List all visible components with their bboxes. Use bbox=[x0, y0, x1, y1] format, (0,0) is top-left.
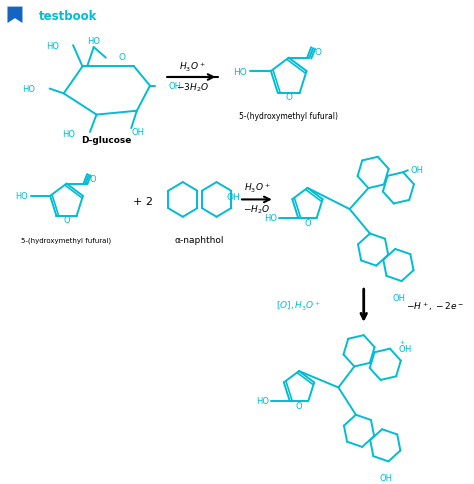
Text: OH: OH bbox=[169, 82, 182, 91]
Text: OH: OH bbox=[226, 193, 240, 202]
Text: O: O bbox=[118, 53, 125, 62]
Text: $\overset{+}{\mathrm{O}}$H: $\overset{+}{\mathrm{O}}$H bbox=[399, 338, 412, 354]
Text: HO: HO bbox=[23, 85, 36, 94]
Text: D-glucose: D-glucose bbox=[81, 136, 131, 145]
Text: HO: HO bbox=[233, 67, 246, 76]
Text: O: O bbox=[296, 401, 302, 410]
Text: HO: HO bbox=[87, 37, 100, 46]
Text: O: O bbox=[314, 48, 321, 57]
Text: OH: OH bbox=[392, 293, 405, 302]
Text: HO: HO bbox=[46, 42, 59, 50]
Text: O: O bbox=[90, 174, 96, 183]
Text: α-naphthol: α-naphthol bbox=[175, 236, 224, 245]
Text: HO: HO bbox=[264, 213, 277, 223]
Text: OH: OH bbox=[379, 473, 392, 482]
Text: $H_3O^+$: $H_3O^+$ bbox=[179, 60, 205, 74]
Text: HO: HO bbox=[15, 192, 27, 201]
Text: OH: OH bbox=[410, 166, 424, 174]
Text: HO: HO bbox=[256, 396, 269, 406]
Text: 5-(hydroxymethyl fufural): 5-(hydroxymethyl fufural) bbox=[239, 112, 338, 121]
Text: 5-(hydroxymethyl fufural): 5-(hydroxymethyl fufural) bbox=[21, 237, 111, 243]
Text: $-3H_2O$: $-3H_2O$ bbox=[176, 81, 209, 94]
Text: $[O], H_3O^+$: $[O], H_3O^+$ bbox=[276, 299, 321, 313]
Text: HO: HO bbox=[62, 130, 75, 139]
Text: testbook: testbook bbox=[39, 10, 98, 23]
Text: O: O bbox=[63, 215, 70, 224]
Text: OH: OH bbox=[131, 128, 144, 137]
Text: O: O bbox=[304, 218, 311, 227]
Polygon shape bbox=[8, 8, 22, 24]
Text: $H_3O^+$: $H_3O^+$ bbox=[244, 182, 270, 195]
Text: + 2: + 2 bbox=[133, 197, 154, 207]
Text: $-H^+,-2e^-$: $-H^+,-2e^-$ bbox=[406, 300, 464, 312]
Text: O: O bbox=[285, 93, 292, 102]
Text: $-H_2O$: $-H_2O$ bbox=[243, 203, 271, 216]
